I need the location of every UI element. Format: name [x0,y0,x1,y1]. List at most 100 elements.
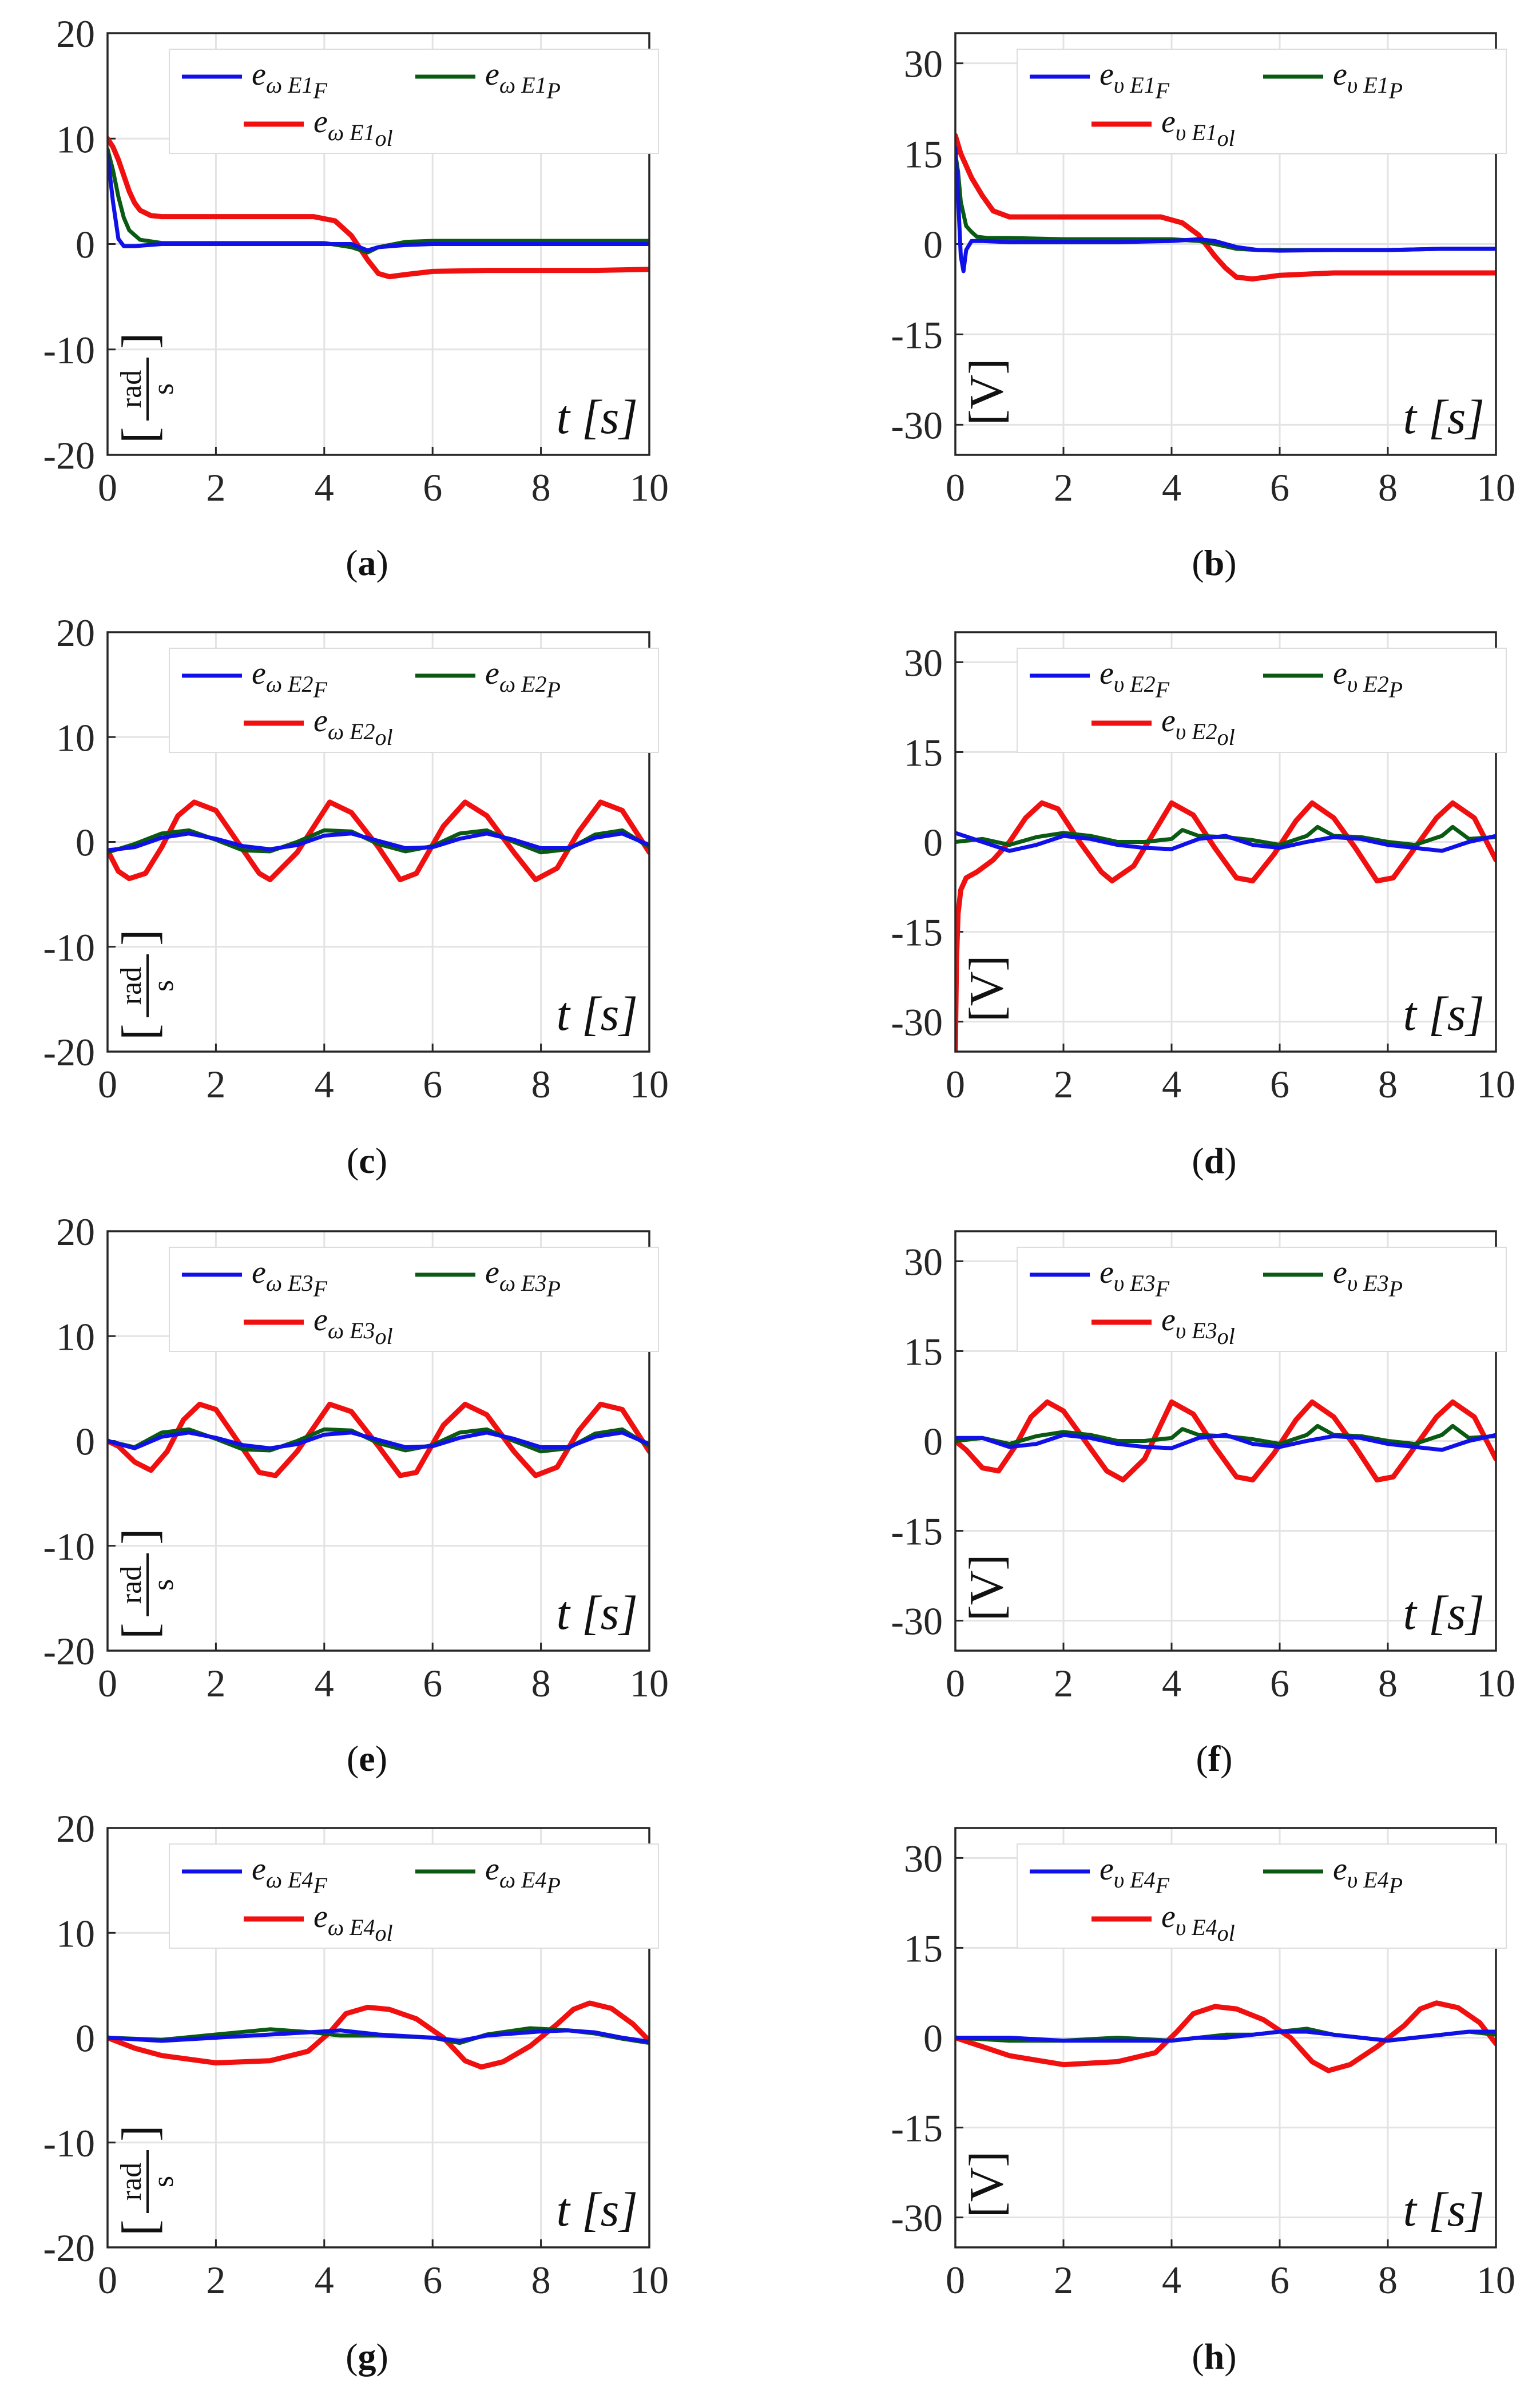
x-axis-label: t [s] [557,988,638,1041]
x-tick-label: 4 [1162,1662,1181,1705]
panel-g: 0 2 4 6 8 10 20 10 0 -10 -20 eω E4F eω E4P eω E4ol t [… [43,1807,669,2377]
y-tick-label: 10 [56,117,95,161]
y-tick-label: -15 [891,2107,943,2150]
x-tick-label: 0 [946,2258,965,2302]
x-axis-label: t [s] [1403,391,1485,444]
svg-text:rad: rad [115,370,148,408]
y-tick-label: -10 [43,2122,95,2165]
y-tick-label: -10 [43,1525,95,1568]
series-line-ol [108,1401,649,1478]
legend-label-ol: eω E3ol [313,1302,393,1349]
series-line-F [108,831,649,852]
y-tick-label: -30 [891,1600,943,1643]
x-tick-label: 6 [1270,1062,1289,1106]
svg-text:s: s [147,383,180,395]
svg-text:]: ] [112,2125,166,2142]
y-tick-label: 20 [56,1210,95,1254]
series-line-F [955,831,1496,853]
legend-label-P: eω E1P [485,57,561,104]
series-line-F [955,145,1496,273]
x-tick-label: 2 [206,1662,225,1705]
x-tick-label: 2 [1054,1062,1073,1106]
x-tick-label: 4 [1162,466,1181,509]
axes-box [106,1230,650,1652]
legend-label-ol: eυ E3ol [1161,1302,1235,1349]
series-line-ol [108,2000,649,2070]
x-tick-label: 0 [98,1062,117,1106]
x-axis-label: t [s] [1403,2183,1485,2237]
legend-label-F: eυ E3F [1100,1255,1170,1302]
panel-caption: (f) [1196,1738,1233,1779]
x-tick-label: 6 [423,2258,442,2302]
x-tick-label: 10 [1477,1662,1515,1705]
y-tick-label: 10 [56,1912,95,1955]
y-tick-label: -20 [43,1629,95,1673]
unit-label: [V] [960,359,1013,426]
svg-text:s: s [147,1579,180,1591]
x-tick-label: 4 [315,466,334,509]
x-axis-label: t [s] [557,1587,638,1640]
axes-box [954,1827,1497,2249]
legend-box [1017,1843,1507,1949]
axes-box [106,631,650,1053]
x-tick-label: 6 [423,1662,442,1705]
x-tick-label: 6 [423,1062,442,1106]
legend-label-F: eω E3F [252,1255,328,1302]
x-tick-label: 10 [1477,2258,1515,2302]
y-tick-label: -30 [891,1001,943,1044]
y-tick-label: 30 [904,641,943,684]
y-tick-label: -15 [891,1510,943,1553]
panel-caption: (d) [1192,1140,1236,1181]
svg-text:s: s [147,980,180,992]
panel-caption: (g) [346,2336,388,2377]
legend-label-F: eω E4F [252,1851,328,1898]
legend-label-F: eυ E2F [1100,656,1170,703]
x-tick-label: 0 [946,1662,965,1705]
x-tick-label: 8 [531,2258,551,2302]
legend-label-ol: eω E4ol [313,1899,393,1946]
legend-label-ol: eω E1ol [313,104,393,151]
x-tick-label: 4 [315,1662,334,1705]
panel-d: 0 2 4 6 8 10 30 15 0 -15 -30 eυ E2F eυ E2P eυ E2ol t [… [891,631,1515,1181]
y-tick-label: -30 [891,2196,943,2240]
legend-box [1017,49,1507,154]
x-tick-label: 4 [1162,2258,1181,2302]
unit-label: [V] [960,1555,1013,1621]
x-axis-label: t [s] [1403,1587,1485,1640]
x-tick-label: 2 [206,1062,225,1106]
y-tick-label: 20 [56,12,95,55]
x-tick-label: 2 [1054,466,1073,509]
y-tick-label: 30 [904,42,943,86]
panel-e: 0 2 4 6 8 10 20 10 0 -10 -20 eω E3F eω E3P eω E3ol t [… [43,1210,669,1779]
legend-label-P: eυ E1P [1333,57,1403,104]
svg-text:[V]: [V] [960,955,1013,1022]
panel-caption: (b) [1192,542,1236,583]
x-tick-label: 10 [630,2258,669,2302]
unit-label: [rad s] [112,2125,180,2236]
unit-label: [rad s] [112,1528,180,1639]
x-tick-label: 0 [946,1062,965,1106]
x-tick-label: 4 [1162,1062,1181,1106]
axes-box [954,1230,1497,1652]
x-axis-label: t [s] [557,391,638,444]
svg-text:]: ] [112,332,166,349]
axes-box [106,1827,650,2249]
legend-label-F: eυ E1F [1100,57,1170,104]
svg-text:rad: rad [115,967,148,1005]
y-tick-label: 10 [56,1315,95,1358]
x-tick-label: 8 [1378,1662,1398,1705]
svg-text:rad: rad [115,1566,148,1604]
x-axis-label: t [s] [557,2183,638,2237]
unit-label: [rad s] [112,332,180,443]
svg-text:[: [ [112,1024,166,1040]
legend-label-P: eω E4P [485,1851,561,1898]
panel-caption: (e) [347,1738,387,1779]
series-line-ol [955,133,1496,282]
y-tick-label: 0 [76,821,95,865]
legend-label-P: eυ E3P [1333,1255,1403,1302]
axes-box [954,32,1497,456]
y-tick-label: -10 [43,926,95,969]
y-tick-label: 20 [56,1807,95,1850]
panel-caption: (c) [347,1140,387,1181]
panel-caption: (h) [1192,2336,1236,2377]
